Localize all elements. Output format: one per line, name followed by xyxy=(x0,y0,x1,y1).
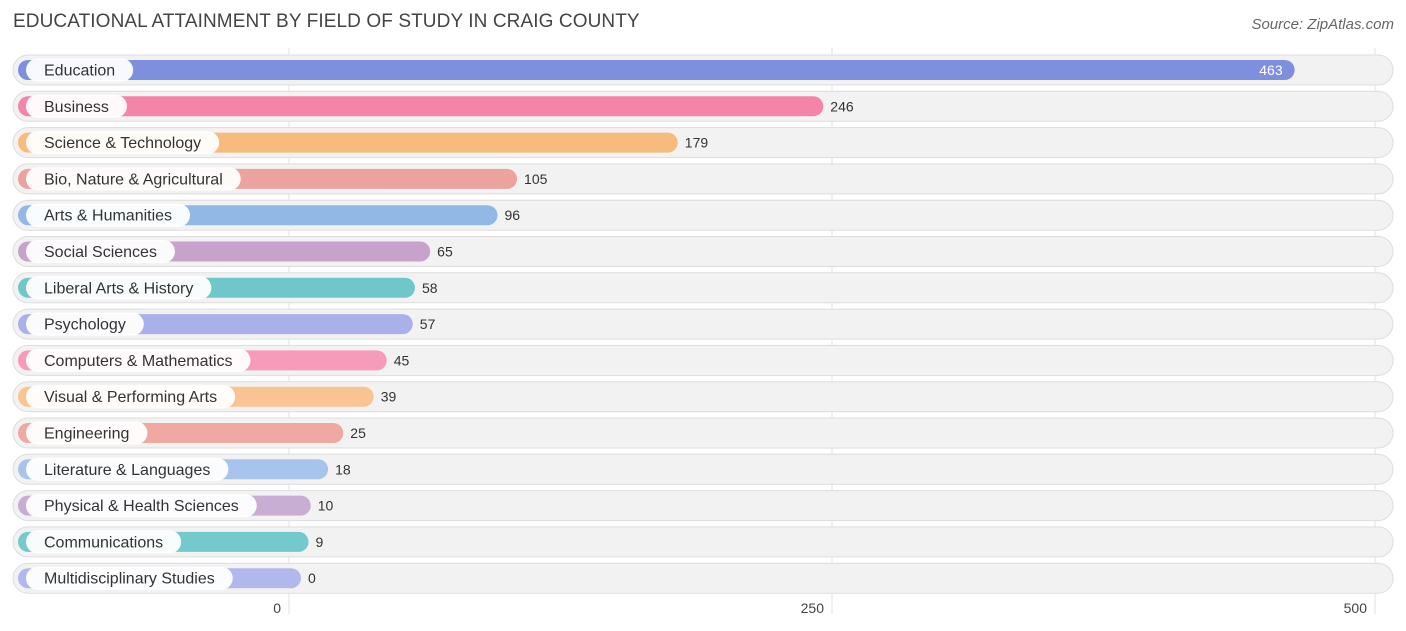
bar-row: Bio, Nature & Agricultural 105 xyxy=(12,163,1394,195)
category-label-pill xyxy=(26,530,182,554)
ticks-layer: 0 250 500 xyxy=(273,600,1367,616)
x-tick-label: 0 xyxy=(273,600,281,616)
category-label-pill xyxy=(26,312,144,336)
category-label: Education xyxy=(44,63,115,80)
value-label: 0 xyxy=(308,570,316,586)
bar-row: Social Sciences 65 xyxy=(12,236,1394,267)
category-label: Bio, Nature & Agricultural xyxy=(44,171,223,188)
bar-row: Education 463 xyxy=(12,54,1394,86)
value-label: 45 xyxy=(394,352,410,368)
x-tick-label: 500 xyxy=(1344,600,1368,616)
category-label: Arts & Humanities xyxy=(44,208,172,225)
bar-track xyxy=(12,453,1394,485)
bar-track xyxy=(12,417,1394,449)
chart-source: Source: ZipAtlas.com xyxy=(1251,16,1394,33)
rows-layer: Education 463 Business 246 Science & Technol… xyxy=(12,54,1394,594)
bar-row: Visual & Performing Arts 39 xyxy=(12,381,1394,413)
category-label: Science & Technology xyxy=(44,135,201,152)
value-label: 96 xyxy=(505,207,521,223)
category-label: Computers & Mathematics xyxy=(44,353,233,370)
category-label-pill xyxy=(26,494,257,518)
value-label: 65 xyxy=(437,244,453,260)
category-label-pill xyxy=(26,167,241,191)
category-label-pill xyxy=(26,566,233,590)
value-label: 10 xyxy=(318,498,334,514)
value-label: 58 xyxy=(422,280,438,296)
category-label-pill xyxy=(26,58,134,82)
bar-row: Liberal Arts & History 58 xyxy=(12,272,1394,304)
bar-track xyxy=(12,490,1394,522)
category-label-pill xyxy=(26,203,191,227)
bar-row: Multidisciplinary Studies 0 xyxy=(12,562,1394,594)
value-label: 246 xyxy=(830,98,854,114)
bar-track xyxy=(12,526,1394,558)
category-label: Literature & Languages xyxy=(44,462,210,479)
bar-row: Science & Technology 179 xyxy=(12,127,1394,159)
category-label: Multidisciplinary Studies xyxy=(44,571,215,588)
bar xyxy=(18,96,824,117)
category-label-pill xyxy=(26,348,251,372)
bar-row: Computers & Mathematics 45 xyxy=(12,344,1394,376)
category-label-pill xyxy=(26,240,175,263)
category-label: Communications xyxy=(44,534,163,551)
bar-row: Business 246 xyxy=(12,90,1394,122)
category-label: Social Sciences xyxy=(44,244,157,261)
value-label: 25 xyxy=(350,425,366,441)
bar-row: Communications 9 xyxy=(12,526,1394,558)
category-label: Business xyxy=(44,99,109,116)
bar-row: Literature & Languages 18 xyxy=(12,453,1394,485)
category-label: Visual & Performing Arts xyxy=(44,389,217,406)
x-tick-label: 250 xyxy=(801,600,825,616)
value-label: 18 xyxy=(335,461,351,477)
bar-row: Arts & Humanities 96 xyxy=(12,199,1394,231)
category-label-pill xyxy=(26,131,220,155)
category-label-pill xyxy=(26,94,127,118)
category-label: Psychology xyxy=(44,317,126,334)
category-label: Engineering xyxy=(44,426,129,443)
bar-row: Psychology 57 xyxy=(12,308,1394,340)
category-label: Physical & Health Sciences xyxy=(44,498,239,515)
value-label: 463 xyxy=(1259,62,1283,78)
chart-title: EDUCATIONAL ATTAINMENT BY FIELD OF STUDY… xyxy=(13,11,640,32)
value-label: 57 xyxy=(420,316,436,332)
category-label-pill xyxy=(26,457,229,481)
bar xyxy=(18,60,1295,80)
bar-row: Physical & Health Sciences 10 xyxy=(12,490,1394,522)
bar-track xyxy=(12,562,1394,594)
value-label: 105 xyxy=(524,171,548,187)
bar-row: Engineering 25 xyxy=(12,417,1394,449)
category-label: Liberal Arts & History xyxy=(44,280,193,297)
category-label-pill xyxy=(26,421,148,445)
category-label-pill xyxy=(26,276,212,300)
value-label: 9 xyxy=(316,534,324,550)
category-label-pill xyxy=(26,385,236,409)
value-label: 39 xyxy=(381,389,397,405)
value-label: 179 xyxy=(685,135,709,151)
